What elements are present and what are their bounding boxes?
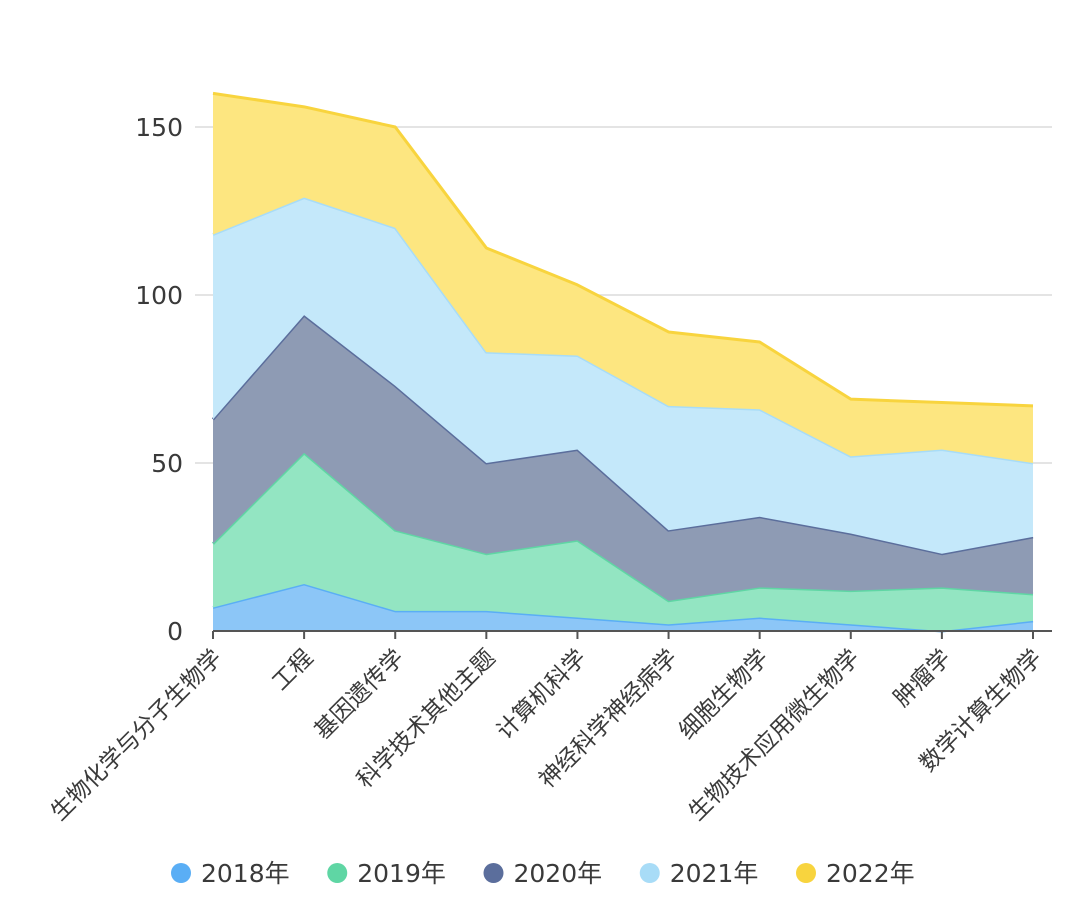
x-category-label: 细胞生物学: [674, 645, 774, 745]
y-tick-label: 100: [135, 281, 183, 310]
legend-label: 2018年: [201, 859, 290, 888]
data-point-2022年-数学计算生物学[interactable]: [1030, 403, 1036, 409]
x-category-label: 工程: [267, 645, 318, 696]
y-tick-label: 50: [151, 449, 183, 478]
data-point-2022年-生物化学与分子生物学[interactable]: [210, 90, 216, 96]
area-series-2021年[interactable]: [213, 197, 1033, 554]
legend-swatch: [483, 863, 504, 883]
line-series-2022年: [212, 91, 1034, 408]
legend-swatch: [171, 863, 191, 883]
x-category-label: 基因遗传学: [310, 645, 410, 745]
area-series-2019年[interactable]: [213, 452, 1033, 631]
data-point-2022年-基因遗传学[interactable]: [392, 124, 398, 130]
legend-swatch: [639, 863, 660, 883]
data-point-2022年-肿瘤学[interactable]: [939, 400, 945, 406]
y-tick-label: 150: [135, 113, 183, 142]
x-category-label: 肿瘤学: [889, 645, 956, 712]
area-series-2018年[interactable]: [213, 583, 1033, 631]
legend-item-2022年[interactable]: 2022年: [796, 859, 915, 888]
y-tick-label: 0: [167, 617, 183, 646]
legend-label: 2019年: [357, 859, 446, 888]
area-series-2022年[interactable]: [213, 93, 1033, 464]
legend-label: 2020年: [514, 859, 603, 888]
data-point-2022年-工程[interactable]: [301, 104, 307, 110]
legend-label: 2022年: [826, 859, 915, 888]
x-category-label: 计算机科学: [492, 645, 592, 745]
legend-swatch: [327, 863, 348, 883]
legend[interactable]: 2018年 2019年 2020年 2021年 2022年: [171, 859, 915, 888]
data-point-2022年-生物技术应用微生物学[interactable]: [848, 396, 854, 402]
legend-item-2020年[interactable]: 2020年: [483, 859, 603, 888]
data-point-2022年-计算机科学[interactable]: [574, 282, 580, 288]
legend-item-2018年[interactable]: 2018年: [171, 859, 290, 888]
data-point-2022年-科学技术其他主题[interactable]: [483, 245, 489, 251]
area-series-2020年[interactable]: [213, 315, 1033, 601]
legend-item-2021年[interactable]: 2021年: [639, 859, 759, 888]
legend-swatch: [796, 863, 816, 883]
data-point-2022年-细胞生物学[interactable]: [757, 339, 763, 345]
area-layer: [210, 90, 1036, 633]
data-point-2022年-神经科学神经病学[interactable]: [666, 329, 672, 335]
legend-item-2019年[interactable]: 2019年: [327, 859, 446, 888]
x-category-label: 生物技术应用微生物学: [684, 645, 865, 826]
legend-label: 2021年: [670, 859, 759, 888]
x-category-label: 生物化学与分子生物学: [46, 645, 227, 826]
